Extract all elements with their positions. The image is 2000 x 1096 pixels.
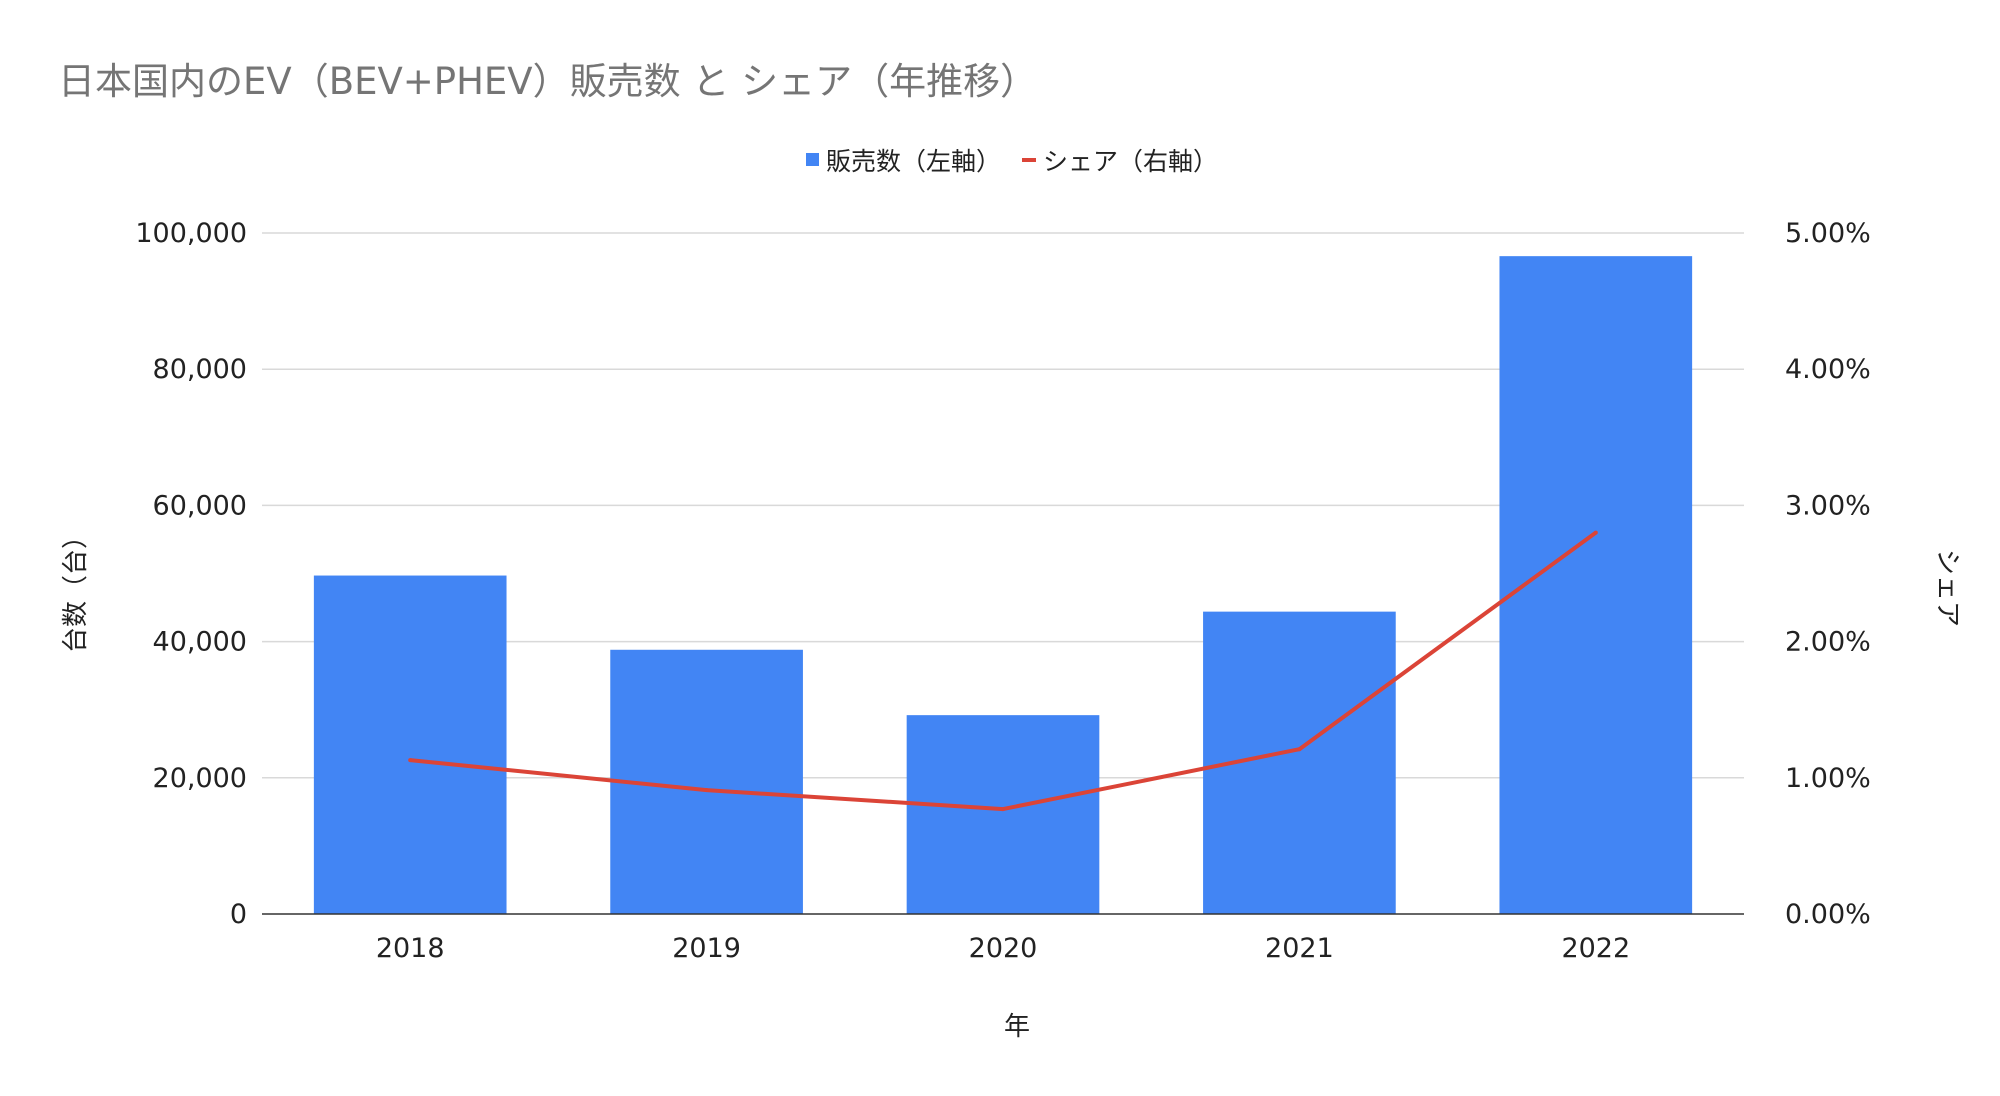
legend-label-bar: 販売数（左軸） (826, 147, 1001, 176)
y-tick-label-right: 1.00% (1785, 763, 1871, 794)
x-tick-label: 2021 (1265, 933, 1334, 964)
y-tick-label-right: 4.00% (1785, 354, 1871, 385)
x-tick-label: 2018 (376, 933, 445, 964)
y-tick-label-left: 0 (230, 899, 247, 930)
share-point-2020 (1001, 807, 1005, 812)
y-axis-title-right: シェア (1932, 549, 1962, 627)
share-point-2018 (408, 758, 413, 763)
legend-swatch-bar (806, 153, 819, 166)
chart-title: 日本国内のEV（BEV+PHEV）販売数 と シェア（年推移） (58, 60, 1037, 103)
share-point-2021 (1297, 747, 1302, 752)
share-point-2022 (1593, 530, 1598, 535)
x-axis-title: 年 (1004, 1012, 1030, 1042)
y-tick-label-right: 3.00% (1785, 490, 1871, 521)
y-tick-label-left: 40,000 (153, 627, 247, 658)
y-tick-label-right: 0.00% (1785, 899, 1871, 930)
x-tick-label: 2020 (969, 933, 1038, 964)
bar-2020 (906, 715, 1100, 914)
legend-swatch-line (1022, 158, 1036, 162)
x-tick-label: 2022 (1561, 933, 1630, 964)
bar-series (313, 256, 1693, 914)
y-tick-label-right: 2.00% (1785, 627, 1871, 658)
y-tick-label-left: 60,000 (153, 490, 247, 521)
legend: 販売数（左軸） シェア（右軸） (806, 147, 1218, 176)
share-point-2019 (704, 788, 709, 793)
y-tick-label-left: 100,000 (135, 218, 247, 249)
gridlines (262, 232, 1744, 779)
y-axis-title-left: 台数（台） (61, 523, 91, 653)
x-tick-label: 2019 (672, 933, 741, 964)
line-series (408, 530, 1598, 812)
axes: 0 0.00% 20,000 1.00% 40,000 2.00% 60,000 3.00% 8… (135, 218, 1870, 964)
bar-2018 (313, 575, 507, 914)
bar-2022 (1499, 256, 1693, 914)
y-tick-label-left: 80,000 (153, 354, 247, 385)
y-tick-label-right: 5.00% (1785, 218, 1871, 249)
legend-label-line: シェア（右軸） (1043, 147, 1218, 176)
y-tick-label-left: 20,000 (153, 763, 247, 794)
